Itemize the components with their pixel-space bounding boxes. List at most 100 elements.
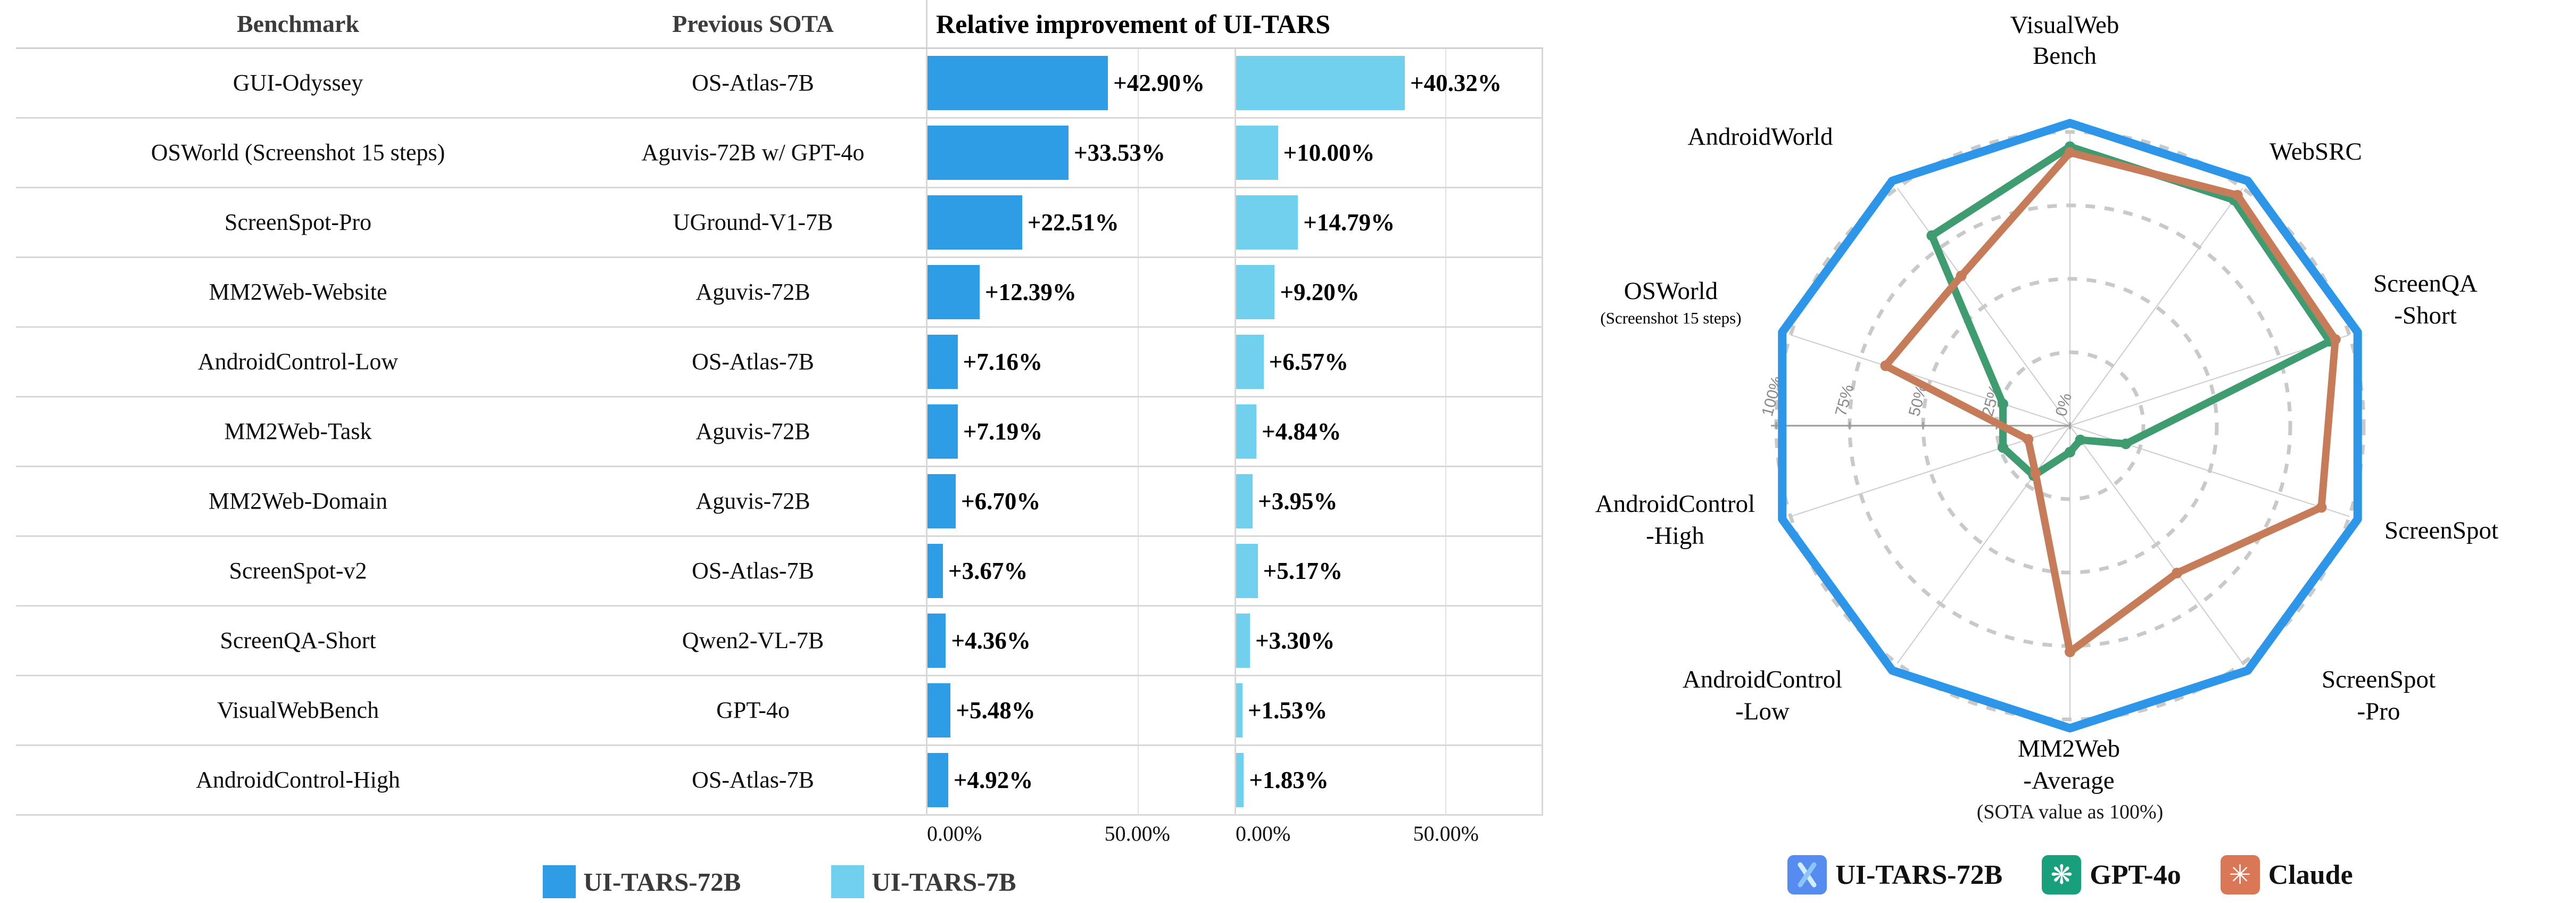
radar-axis-label: AndroidControl bbox=[1595, 490, 1755, 518]
radar-axis-label-small: (Screenshot 15 steps) bbox=[1600, 309, 1741, 327]
bar-value-label: +4.36% bbox=[951, 627, 1031, 654]
gridline-50pct bbox=[1445, 49, 1447, 117]
header-previous-sota: Previous SOTA bbox=[672, 10, 834, 37]
radar-radial-tick-label: 75% bbox=[1832, 383, 1857, 418]
table-row: ScreenSpot-Pro UGround-V1-7B +22.51% +14.79… bbox=[16, 188, 1543, 258]
bar-value-label: +5.48% bbox=[956, 697, 1036, 724]
table-row: GUI-Odyssey OS-Atlas-7B +42.90% +40.32% bbox=[16, 49, 1543, 119]
radar-vertex-marker bbox=[2232, 189, 2243, 201]
bar-uitars-72b bbox=[927, 544, 943, 598]
benchmark-name: MM2Web-Domain bbox=[208, 487, 388, 514]
previous-sota-name: OS-Atlas-7B bbox=[692, 348, 814, 375]
bar-value-label: +22.51% bbox=[1027, 209, 1119, 236]
bar-value-label: +9.20% bbox=[1280, 279, 1360, 305]
radar-axis-label: Bench bbox=[2033, 42, 2097, 70]
bar-uitars-7b bbox=[1236, 265, 1275, 319]
bar-value-label: +14.79% bbox=[1303, 209, 1395, 236]
bar-value-label: +12.39% bbox=[984, 279, 1076, 305]
radar-vertex-marker bbox=[2023, 434, 2034, 445]
bar-cell: +22.51% bbox=[926, 188, 1235, 256]
previous-sota-name: Aguvis-72B bbox=[695, 418, 810, 444]
bar-axis-ticks-row: 0.00% 50.00% 0.00% 50.00% bbox=[16, 816, 1543, 857]
radar-spoke bbox=[1896, 425, 2070, 664]
radar-axis-label: -High bbox=[1646, 522, 1704, 550]
bar-uitars-7b bbox=[1236, 404, 1257, 459]
gridline-50pct bbox=[1445, 328, 1447, 396]
bar-uitars-7b bbox=[1236, 614, 1250, 668]
bar-uitars-72b bbox=[927, 474, 956, 528]
radar-legend-item: ✳ Claude bbox=[2220, 855, 2353, 894]
improvement-table-panel: Benchmark Previous SOTA Relative improve… bbox=[16, 0, 1543, 898]
table-row: ScreenQA-Short Qwen2-VL-7B +4.36% +3.30% bbox=[16, 607, 1543, 676]
bar-uitars-72b bbox=[927, 335, 958, 389]
radar-vertex-marker bbox=[2030, 468, 2041, 479]
radar-spoke bbox=[2069, 187, 2243, 426]
radar-spoke bbox=[2069, 334, 2350, 426]
bar-cell: +4.92% bbox=[926, 746, 1235, 814]
radar-axis-label: WebSRC bbox=[2269, 138, 2362, 165]
axis-tick-0: 0.00% bbox=[1236, 822, 1291, 846]
table-row: MM2Web-Task Aguvis-72B +7.19% +4.84% bbox=[16, 397, 1543, 467]
gridline-50pct bbox=[1138, 607, 1139, 675]
table-row: AndroidControl-High OS-Atlas-7B +4.92% +1.8… bbox=[16, 746, 1543, 816]
radar-vertex-marker bbox=[2316, 502, 2327, 513]
uitars-logo-icon bbox=[1787, 855, 1827, 894]
benchmark-name: OSWorld (Screenshot 15 steps) bbox=[151, 139, 445, 165]
radar-panel: 0% 25% 50% 75% 100% VisualWeb Bench WebSRC Scree… bbox=[1564, 0, 2576, 903]
bar-value-label: +3.30% bbox=[1255, 627, 1335, 654]
radar-vertex-marker bbox=[1926, 230, 1937, 241]
bar-cell: +14.79% bbox=[1235, 188, 1543, 256]
legend-swatch-7b bbox=[831, 865, 865, 898]
legend-swatch-72b bbox=[543, 865, 576, 898]
gridline-50pct bbox=[1445, 397, 1447, 466]
radar-radial-tick-label: 0% bbox=[2052, 391, 2075, 418]
bar-uitars-72b bbox=[927, 56, 1108, 110]
bar-uitars-7b bbox=[1236, 474, 1253, 528]
benchmark-name: AndroidControl-High bbox=[196, 766, 400, 793]
bar-cell: +33.53% bbox=[926, 119, 1235, 187]
benchmark-table: Benchmark Previous SOTA Relative improve… bbox=[16, 0, 1543, 857]
gridline-50pct bbox=[1138, 119, 1139, 187]
bar-cell: +3.67% bbox=[926, 537, 1235, 605]
radar-vertex-marker bbox=[2075, 434, 2086, 445]
legend-item-uitars-7b: UI-TARS-7B bbox=[831, 865, 1016, 898]
radar-vertex-marker bbox=[2330, 334, 2341, 345]
previous-sota-name: OS-Atlas-7B bbox=[692, 766, 814, 793]
gridline-50pct bbox=[1445, 258, 1447, 326]
gridline-50pct bbox=[1138, 746, 1139, 814]
radar-axis-label: VisualWeb bbox=[2010, 11, 2119, 39]
radar-legend-item: UI-TARS-72B bbox=[1787, 855, 2002, 894]
table-body: GUI-Odyssey OS-Atlas-7B +42.90% +40.32% OSWo… bbox=[16, 49, 1543, 816]
bar-uitars-7b bbox=[1236, 126, 1278, 180]
bar-uitars-7b bbox=[1236, 195, 1298, 250]
table-row: OSWorld (Screenshot 15 steps) Aguvis-72B … bbox=[16, 119, 1543, 188]
radar-axis-label: OSWorld bbox=[1624, 277, 1718, 305]
gridline-50pct bbox=[1138, 188, 1139, 256]
bar-value-label: +6.57% bbox=[1269, 349, 1349, 375]
table-row: VisualWebBench GPT-4o +5.48% +1.53% bbox=[16, 676, 1543, 746]
gridline-50pct bbox=[1138, 258, 1139, 326]
bar-uitars-7b bbox=[1236, 56, 1405, 110]
bar-value-label: +7.19% bbox=[963, 418, 1043, 445]
bar-value-label: +1.83% bbox=[1249, 767, 1329, 793]
radar-series-ui-tars-72b bbox=[1778, 119, 2362, 733]
bar-cell: +10.00% bbox=[1235, 119, 1543, 187]
axis-tick-50: 50.00% bbox=[1104, 822, 1170, 846]
gridline-50pct bbox=[1445, 537, 1447, 605]
table-row: AndroidControl-Low OS-Atlas-7B +7.16% +6.57… bbox=[16, 328, 1543, 397]
gridline-50pct bbox=[1445, 607, 1447, 675]
radar-legend-label: UI-TARS-72B bbox=[1835, 859, 2003, 890]
previous-sota-name: Aguvis-72B bbox=[695, 487, 810, 514]
benchmark-name: ScreenSpot-v2 bbox=[229, 557, 367, 584]
openai-logo-icon: ❋ bbox=[2042, 855, 2082, 894]
bar-uitars-72b bbox=[927, 404, 958, 459]
bar-uitars-72b bbox=[927, 683, 951, 738]
table-row: ScreenSpot-v2 OS-Atlas-7B +3.67% +5.17% bbox=[16, 537, 1543, 607]
previous-sota-name: Qwen2-VL-7B bbox=[682, 627, 824, 653]
bar-uitars-7b bbox=[1236, 753, 1244, 807]
bar-value-label: +33.53% bbox=[1074, 139, 1165, 166]
bar-cell: +1.53% bbox=[1235, 676, 1543, 744]
previous-sota-name: GPT-4o bbox=[716, 697, 790, 723]
radar-axis-label: MM2Web bbox=[2018, 735, 2120, 763]
